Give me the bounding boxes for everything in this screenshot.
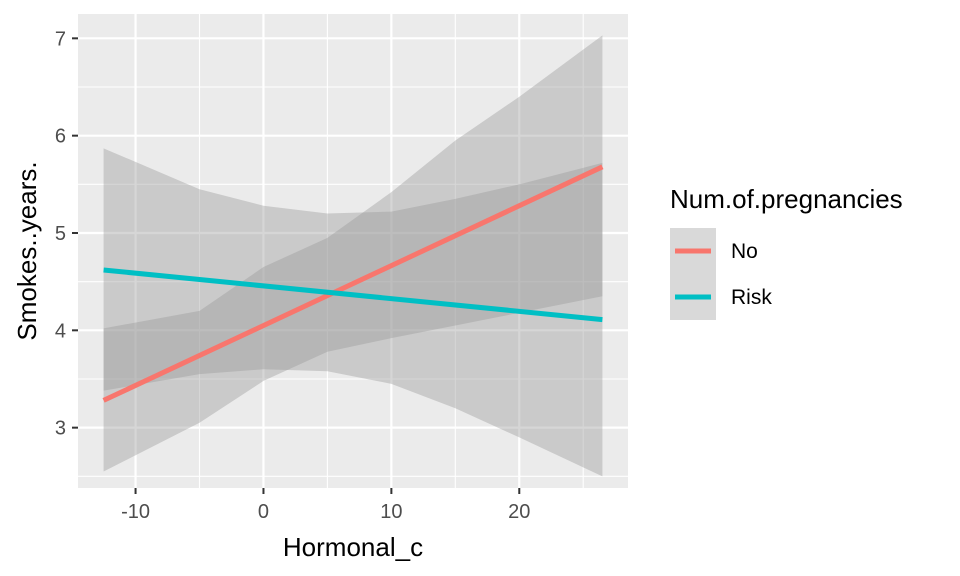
x-axis-title: Hormonal_c (283, 532, 423, 562)
y-tick-label: 3 (55, 418, 66, 440)
fit-lines (102, 164, 604, 403)
axes: -10 0 10 20 3 4 5 6 7 (55, 28, 531, 523)
fit-line-risk (103, 267, 603, 323)
legend-title: Num.of.pregnancies (670, 184, 903, 214)
x-tick-label: 20 (508, 501, 530, 523)
legend-label-risk: Risk (731, 286, 772, 309)
y-tick-label: 7 (55, 28, 66, 50)
confidence-band-no (103, 35, 603, 472)
confidence-band-risk (103, 148, 603, 477)
y-tick-label: 6 (55, 126, 66, 148)
legend: Num.of.pregnancies No Risk (670, 184, 903, 320)
x-tick-label: 0 (258, 501, 269, 523)
legend-keys: No Risk (670, 228, 772, 320)
y-axis-title: Smokes..years. (12, 161, 42, 340)
legend-label-no: No (731, 240, 758, 263)
y-tick-label: 4 (55, 320, 66, 342)
fit-line-no (102, 164, 604, 403)
y-tick-label: 5 (55, 223, 66, 245)
plot-panel (78, 14, 628, 488)
x-tick-label: -10 (121, 501, 150, 523)
gridlines (78, 14, 628, 488)
confidence-bands (103, 35, 603, 477)
x-tick-label: 10 (380, 501, 402, 523)
